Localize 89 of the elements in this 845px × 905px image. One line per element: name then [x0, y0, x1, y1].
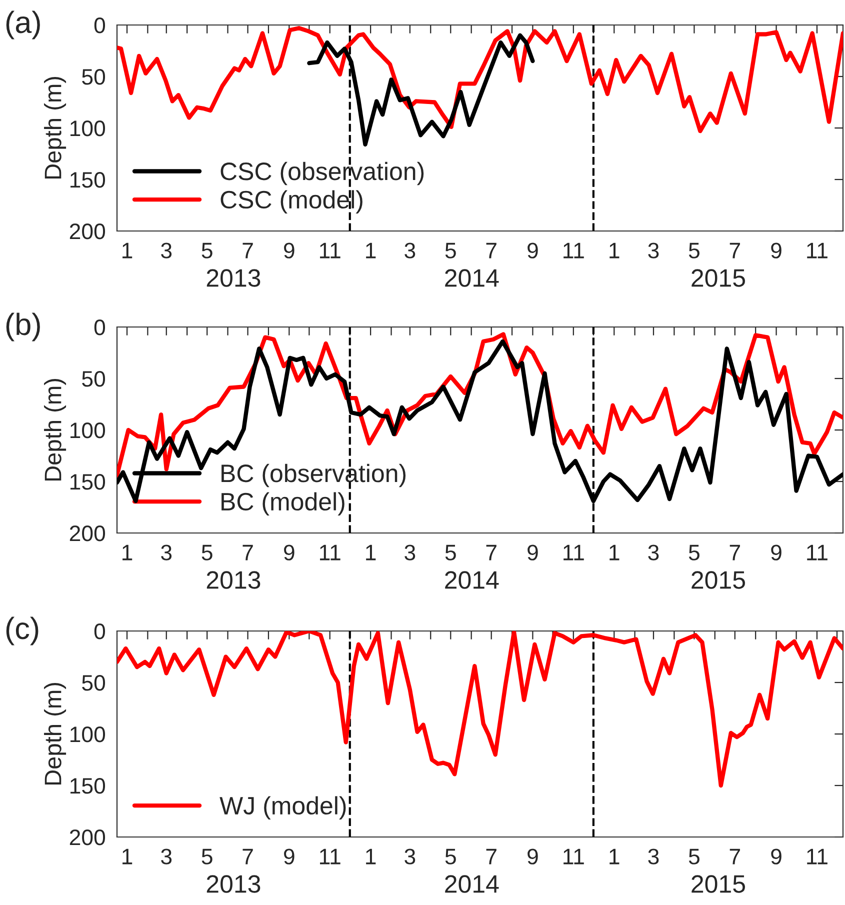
x-tick-label: 7 [730, 544, 740, 560]
x-tick-label: 1 [122, 242, 132, 258]
x-tick-label: 3 [648, 242, 659, 258]
text: 2014 [445, 571, 499, 589]
legend-label: WJ (model) [220, 796, 346, 820]
legend-label: BC (model) [222, 492, 344, 516]
x-tick-label: 3 [161, 544, 172, 560]
text: 2013 [206, 875, 260, 893]
legend-label: BC (observation) [222, 464, 406, 488]
y-tick-label: 150 [70, 778, 106, 794]
y-tick-label: 0 [94, 320, 106, 336]
y-axis-title: Depth (m) [44, 682, 66, 785]
x-tick-label: 7 [486, 544, 496, 560]
x-tick-label: 3 [404, 848, 416, 864]
y-tick-label: 50 [82, 69, 106, 85]
text: 2015 [692, 269, 745, 287]
x-tick-label: 9 [528, 544, 538, 560]
y-tick-label: 200 [70, 830, 106, 846]
x-tick-label: 1 [366, 544, 376, 560]
x-tick-label: 9 [771, 242, 782, 258]
x-tick-label: 5 [688, 848, 700, 864]
x-tick-label: 11 [564, 544, 584, 560]
y-tick-label: 150 [70, 474, 106, 490]
x-tick-label: 1 [366, 242, 376, 258]
x-tick-label: 7 [486, 848, 496, 864]
x-tick-label: 9 [528, 242, 538, 258]
y-tick-label: 100 [70, 726, 106, 742]
legend-label: CSC (observation) [220, 162, 424, 186]
x-tick-label: 7 [242, 848, 253, 864]
text: 2015 [692, 875, 745, 893]
x-tick-label: 3 [648, 848, 659, 864]
x-tick-label: 7 [242, 544, 253, 560]
y-tick-label: 100 [70, 422, 106, 438]
y-tick-label: 50 [82, 675, 106, 691]
x-tick-label: 3 [404, 544, 416, 560]
x-tick-label: 9 [528, 848, 538, 864]
x-tick-label: 9 [284, 242, 294, 258]
x-tick-label: 7 [730, 242, 740, 258]
x-tick-label: 11 [564, 848, 584, 864]
x-tick-label: 11 [564, 242, 584, 258]
x-tick-label: 3 [161, 848, 172, 864]
x-tick-label: 7 [242, 242, 253, 258]
x-tick-label: 5 [202, 848, 212, 864]
chart-title: (b) [6, 312, 40, 342]
x-tick-label: 5 [445, 544, 456, 560]
y-tick-label: 200 [70, 224, 106, 240]
x-tick-label: 11 [807, 848, 828, 864]
x-tick-label: 1 [610, 544, 620, 560]
text: 2013 [206, 269, 260, 287]
y-axis-title: Depth (m) [44, 378, 66, 481]
y-tick-label: 50 [82, 371, 106, 387]
text: 2015 [692, 571, 745, 589]
x-tick-label: 1 [610, 848, 620, 864]
x-tick-label: 5 [445, 848, 456, 864]
x-tick-label: 7 [730, 848, 740, 864]
chart-title: (c) [6, 616, 38, 646]
x-tick-label: 9 [771, 848, 782, 864]
y-tick-label: 100 [70, 120, 106, 136]
y-axis-title: Depth (m) [44, 76, 66, 179]
x-tick-label: 1 [366, 848, 376, 864]
x-tick-label: 3 [404, 242, 416, 258]
x-tick-label: 1 [122, 544, 132, 560]
x-tick-label: 7 [486, 242, 496, 258]
x-tick-label: 3 [648, 544, 659, 560]
x-tick-label: 11 [320, 848, 340, 864]
text: 2013 [206, 571, 260, 589]
text: 2014 [445, 875, 499, 893]
x-tick-label: 5 [202, 242, 212, 258]
text: 2014 [445, 269, 499, 287]
y-tick-label: 0 [94, 624, 106, 640]
chart-title: (a) [6, 10, 40, 40]
x-tick-label: 1 [610, 242, 620, 258]
x-tick-label: 11 [320, 242, 340, 258]
x-tick-label: 11 [320, 544, 340, 560]
legend-label: CSC (model) [220, 190, 362, 214]
x-tick-label: 9 [284, 544, 294, 560]
y-tick-label: 150 [70, 172, 106, 188]
y-tick-label: 200 [70, 526, 106, 542]
x-tick-label: 9 [284, 848, 294, 864]
x-tick-label: 5 [202, 544, 212, 560]
x-tick-label: 3 [161, 242, 172, 258]
x-tick-label: 11 [807, 242, 828, 258]
x-tick-label: 5 [445, 242, 456, 258]
x-tick-label: 1 [122, 848, 132, 864]
x-tick-label: 5 [688, 242, 700, 258]
y-tick-label: 0 [94, 18, 106, 34]
x-tick-label: 11 [807, 544, 828, 560]
x-tick-label: 9 [771, 544, 782, 560]
x-tick-label: 5 [688, 544, 700, 560]
